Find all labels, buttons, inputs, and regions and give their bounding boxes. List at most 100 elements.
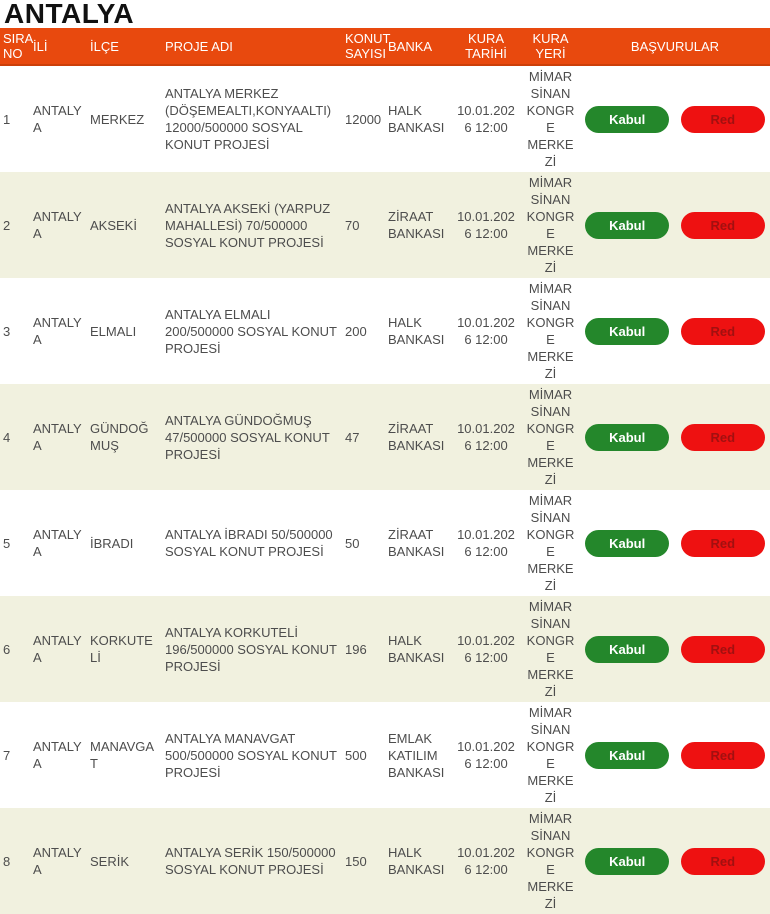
accept-button[interactable]: Kabul bbox=[585, 423, 670, 451]
cell-sira-no: 4 bbox=[3, 429, 11, 445]
reject-button[interactable]: Red bbox=[680, 211, 765, 239]
cell-basvurular: Kabul Red bbox=[580, 278, 770, 384]
header-kura-tarihi: KURA TARİHİ bbox=[451, 28, 521, 66]
cell-kura-yeri: MİMAR SİNAN KONGRE MERKEZİ bbox=[526, 175, 575, 275]
table-row: 1 ANTALYA MERKEZ ANTALYA MERKEZ (DÖŞEMEA… bbox=[0, 65, 770, 172]
housing-lottery-table: SIRA NO İLİ İLÇE PROJE ADI KONUT SAYISI … bbox=[0, 28, 770, 914]
cell-ilce: SERİK bbox=[90, 853, 130, 869]
header-proje-adi: PROJE ADI bbox=[162, 28, 342, 66]
cell-banka: HALK BANKASI bbox=[388, 633, 445, 665]
cell-ili: ANTALYA bbox=[33, 209, 82, 241]
header-banka: BANKA bbox=[385, 28, 451, 66]
header-konut-sayisi: KONUT SAYISI bbox=[342, 28, 391, 66]
cell-kura-tarihi: 10.01.2026 12:00 bbox=[457, 527, 515, 559]
cell-ili: ANTALYA bbox=[33, 421, 82, 453]
cell-konut-sayisi: 150 bbox=[345, 853, 367, 869]
cell-banka: HALK BANKASI bbox=[388, 315, 445, 347]
cell-ili: ANTALYA bbox=[33, 739, 82, 771]
reject-button[interactable]: Red bbox=[680, 529, 765, 557]
cell-banka: ZİRAAT BANKASI bbox=[388, 527, 445, 559]
table-row: 7 ANTALYA MANAVGAT ANTALYA MANAVGAT 500/… bbox=[0, 702, 770, 808]
cell-proje-adi: ANTALYA İBRADI 50/500000 SOSYAL KONUT PR… bbox=[165, 527, 333, 559]
header-ilce: İLÇE bbox=[87, 28, 162, 66]
reject-button[interactable]: Red bbox=[680, 423, 765, 451]
reject-button[interactable]: Red bbox=[680, 105, 765, 133]
cell-kura-tarihi: 10.01.2026 12:00 bbox=[457, 103, 515, 135]
cell-kura-tarihi: 10.01.2026 12:00 bbox=[457, 739, 515, 771]
cell-kura-tarihi: 10.01.2026 12:00 bbox=[457, 315, 515, 347]
header-ili: İLİ bbox=[30, 28, 87, 66]
cell-konut-sayisi: 196 bbox=[345, 641, 367, 657]
cell-ili: ANTALYA bbox=[33, 103, 82, 135]
cell-kura-tarihi: 10.01.2026 12:00 bbox=[457, 845, 515, 877]
cell-ilce: AKSEKİ bbox=[90, 217, 137, 233]
cell-sira-no: 5 bbox=[3, 535, 11, 551]
cell-ili: ANTALYA bbox=[33, 845, 82, 877]
reject-button[interactable]: Red bbox=[680, 847, 765, 875]
cell-konut-sayisi: 50 bbox=[345, 535, 360, 551]
header-sira-no: SIRA NO bbox=[0, 28, 33, 66]
table-row: 5 ANTALYA İBRADI ANTALYA İBRADI 50/50000… bbox=[0, 490, 770, 596]
accept-button[interactable]: Kabul bbox=[585, 317, 670, 345]
cell-kura-tarihi: 10.01.2026 12:00 bbox=[457, 209, 515, 241]
table-row: 2 ANTALYA AKSEKİ ANTALYA AKSEKİ (YARPUZ … bbox=[0, 172, 770, 278]
cell-kura-yeri: MİMAR SİNAN KONGRE MERKEZİ bbox=[526, 281, 575, 381]
cell-banka: ZİRAAT BANKASI bbox=[388, 209, 445, 241]
accept-button[interactable]: Kabul bbox=[585, 635, 670, 663]
cell-kura-yeri: MİMAR SİNAN KONGRE MERKEZİ bbox=[526, 599, 575, 699]
cell-ilce: MANAVGAT bbox=[90, 739, 155, 771]
cell-basvurular: Kabul Red bbox=[580, 596, 770, 702]
cell-ilce: MERKEZ bbox=[90, 111, 145, 127]
cell-ili: ANTALYA bbox=[33, 633, 82, 665]
cell-proje-adi: ANTALYA GÜNDOĞMUŞ 47/500000 SOSYAL KONUT… bbox=[165, 412, 330, 462]
cell-ilce: İBRADI bbox=[90, 535, 134, 551]
cell-kura-tarihi: 10.01.2026 12:00 bbox=[457, 421, 515, 453]
cell-proje-adi: ANTALYA AKSEKİ (YARPUZ MAHALLESİ) 70/500… bbox=[165, 200, 331, 250]
cell-proje-adi: ANTALYA KORKUTELİ 196/500000 SOSYAL KONU… bbox=[165, 624, 337, 674]
table-row: 4 ANTALYA GÜNDOĞMUŞ ANTALYA GÜNDOĞMUŞ 47… bbox=[0, 384, 770, 490]
cell-basvurular: Kabul Red bbox=[580, 172, 770, 278]
cell-proje-adi: ANTALYA ELMALI 200/500000 SOSYAL KONUT P… bbox=[165, 306, 337, 356]
cell-basvurular: Kabul Red bbox=[580, 490, 770, 596]
cell-kura-yeri: MİMAR SİNAN KONGRE MERKEZİ bbox=[526, 69, 575, 169]
cell-sira-no: 8 bbox=[3, 853, 11, 869]
cell-sira-no: 1 bbox=[3, 111, 11, 127]
cell-sira-no: 7 bbox=[3, 747, 11, 763]
cell-konut-sayisi: 47 bbox=[345, 429, 360, 445]
cell-banka: HALK BANKASI bbox=[388, 103, 445, 135]
header-basvurular: BAŞVURULAR bbox=[580, 28, 770, 66]
cell-proje-adi: ANTALYA MANAVGAT 500/500000 SOSYAL KONUT… bbox=[165, 730, 337, 780]
cell-proje-adi: ANTALYA SERİK 150/500000 SOSYAL KONUT PR… bbox=[165, 845, 336, 877]
accept-button[interactable]: Kabul bbox=[585, 741, 670, 769]
table-body: 1 ANTALYA MERKEZ ANTALYA MERKEZ (DÖŞEMEA… bbox=[0, 65, 770, 914]
cell-ilce: ELMALI bbox=[90, 323, 137, 339]
page-title: ANTALYA bbox=[4, 0, 135, 29]
cell-basvurular: Kabul Red bbox=[580, 702, 770, 808]
cell-kura-tarihi: 10.01.2026 12:00 bbox=[457, 633, 515, 665]
accept-button[interactable]: Kabul bbox=[585, 105, 670, 133]
cell-kura-yeri: MİMAR SİNAN KONGRE MERKEZİ bbox=[526, 387, 575, 487]
reject-button[interactable]: Red bbox=[680, 635, 765, 663]
cell-sira-no: 6 bbox=[3, 641, 11, 657]
cell-konut-sayisi: 200 bbox=[345, 323, 367, 339]
cell-proje-adi: ANTALYA MERKEZ (DÖŞEMEALTI,KONYAALTI) 12… bbox=[165, 86, 332, 152]
cell-basvurular: Kabul Red bbox=[580, 384, 770, 490]
table-row: 6 ANTALYA KORKUTELİ ANTALYA KORKUTELİ 19… bbox=[0, 596, 770, 702]
accept-button[interactable]: Kabul bbox=[585, 847, 670, 875]
cell-banka: EMLAK KATILIM BANKASI bbox=[388, 730, 445, 780]
accept-button[interactable]: Kabul bbox=[585, 211, 670, 239]
cell-konut-sayisi: 70 bbox=[345, 217, 360, 233]
cell-banka: ZİRAAT BANKASI bbox=[388, 421, 445, 453]
cell-ili: ANTALYA bbox=[33, 315, 82, 347]
cell-sira-no: 2 bbox=[3, 217, 11, 233]
table-row: 8 ANTALYA SERİK ANTALYA SERİK 150/500000… bbox=[0, 808, 770, 914]
reject-button[interactable]: Red bbox=[680, 741, 765, 769]
accept-button[interactable]: Kabul bbox=[585, 529, 670, 557]
table-row: 3 ANTALYA ELMALI ANTALYA ELMALI 200/5000… bbox=[0, 278, 770, 384]
cell-kura-yeri: MİMAR SİNAN KONGRE MERKEZİ bbox=[526, 493, 575, 593]
table-header: SIRA NO İLİ İLÇE PROJE ADI KONUT SAYISI … bbox=[0, 28, 770, 66]
reject-button[interactable]: Red bbox=[680, 317, 765, 345]
cell-sira-no: 3 bbox=[3, 323, 11, 339]
cell-konut-sayisi: 500 bbox=[345, 747, 367, 763]
